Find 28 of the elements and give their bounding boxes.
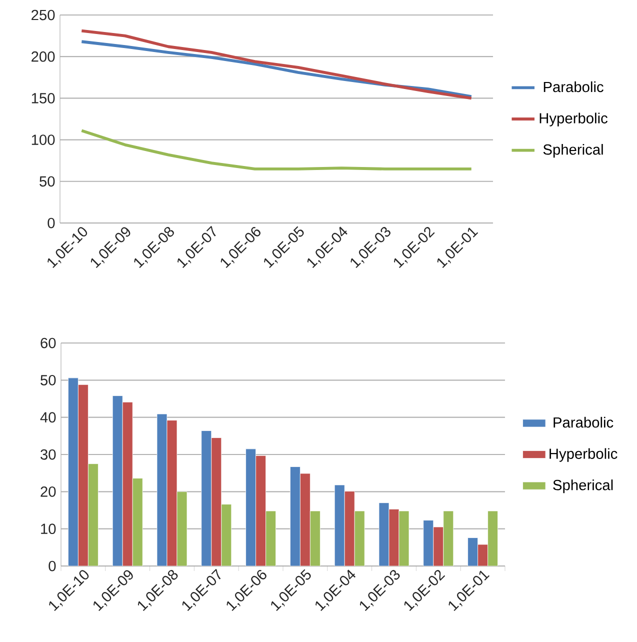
- y-tick-label: 150: [32, 93, 55, 104]
- y-tick-label: 50: [40, 176, 55, 187]
- bar: [488, 510, 498, 566]
- y-tick-label: 250: [32, 10, 55, 20]
- y-tick-label: 100: [32, 134, 55, 145]
- bar: [88, 464, 98, 566]
- bar: [354, 510, 365, 566]
- y-tick-label: 60: [40, 338, 56, 348]
- line-series: [80, 29, 473, 100]
- legend-label: Spherical: [553, 479, 613, 494]
- y-tick-label: 20: [40, 486, 56, 497]
- bar: [266, 510, 276, 566]
- y-tick-label: 200: [32, 51, 55, 62]
- bar: [221, 504, 232, 566]
- legend-label: Hyperbolic: [540, 112, 608, 126]
- bar: [310, 510, 320, 566]
- y-tick-label: 30: [40, 449, 56, 460]
- bar: [132, 478, 143, 566]
- bar: [443, 510, 454, 566]
- y-tick-label: 0: [48, 218, 55, 228]
- legend-label: Spherical: [543, 144, 603, 158]
- legend-label: Hyperbolic: [550, 448, 618, 462]
- y-tick-label: 10: [41, 524, 56, 534]
- y-tick-label: 40: [40, 412, 56, 423]
- legend-label: Parabolic: [554, 416, 614, 428]
- legend-label: Parabolic: [544, 81, 604, 92]
- y-tick-label: 0: [48, 560, 56, 572]
- y-tick-label: 50: [40, 374, 56, 386]
